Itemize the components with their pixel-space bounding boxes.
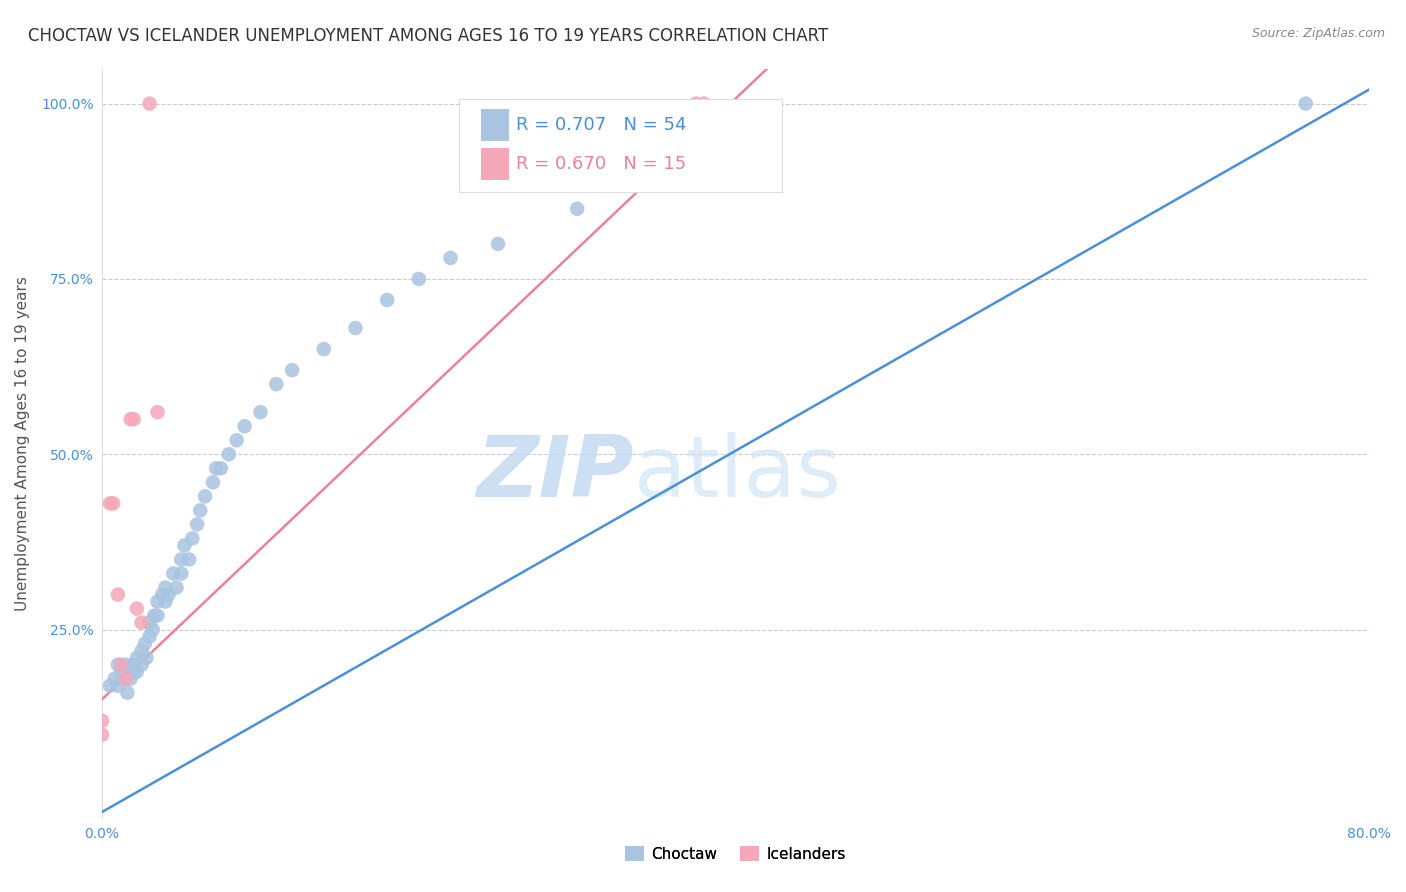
- Point: [122, 657, 145, 672]
- Point: [125, 665, 148, 679]
- Point: [685, 96, 707, 111]
- Point: [98, 496, 121, 510]
- Point: [114, 657, 136, 672]
- Point: [155, 581, 177, 595]
- Point: [567, 202, 589, 216]
- Point: [693, 96, 716, 111]
- Point: [205, 461, 228, 475]
- Point: [209, 461, 232, 475]
- Point: [225, 434, 247, 448]
- Point: [166, 581, 188, 595]
- Point: [157, 588, 180, 602]
- Bar: [481, 148, 509, 179]
- Point: [98, 679, 121, 693]
- Point: [249, 405, 271, 419]
- Point: [131, 657, 153, 672]
- Point: [110, 657, 132, 672]
- Point: [114, 672, 136, 686]
- Point: [146, 608, 169, 623]
- Point: [486, 236, 509, 251]
- Point: [194, 489, 217, 503]
- Point: [134, 637, 156, 651]
- Point: [143, 608, 166, 623]
- Point: [281, 363, 304, 377]
- Point: [104, 672, 127, 686]
- Point: [122, 412, 145, 426]
- Bar: [481, 109, 509, 141]
- Point: [107, 657, 129, 672]
- Point: [131, 643, 153, 657]
- Text: Source: ZipAtlas.com: Source: ZipAtlas.com: [1251, 27, 1385, 40]
- Y-axis label: Unemployment Among Ages 16 to 19 years: Unemployment Among Ages 16 to 19 years: [15, 277, 30, 611]
- Point: [312, 342, 335, 356]
- Point: [266, 377, 288, 392]
- Point: [1295, 96, 1317, 111]
- Point: [131, 615, 153, 630]
- Point: [146, 405, 169, 419]
- Legend: Choctaw, Icelanders: Choctaw, Icelanders: [619, 839, 852, 868]
- Point: [173, 538, 195, 552]
- Point: [201, 475, 224, 490]
- Text: R = 0.670   N = 15: R = 0.670 N = 15: [516, 155, 686, 173]
- Point: [181, 532, 204, 546]
- Point: [135, 650, 157, 665]
- Point: [120, 672, 142, 686]
- Point: [218, 447, 240, 461]
- Point: [146, 594, 169, 608]
- Point: [375, 293, 398, 307]
- Point: [170, 552, 193, 566]
- Text: CHOCTAW VS ICELANDER UNEMPLOYMENT AMONG AGES 16 TO 19 YEARS CORRELATION CHART: CHOCTAW VS ICELANDER UNEMPLOYMENT AMONG …: [28, 27, 828, 45]
- Point: [107, 588, 129, 602]
- Point: [101, 496, 124, 510]
- Point: [91, 728, 114, 742]
- Point: [110, 665, 132, 679]
- Point: [107, 679, 129, 693]
- Point: [138, 96, 160, 111]
- Point: [155, 594, 177, 608]
- Text: ZIP: ZIP: [477, 433, 634, 516]
- Point: [91, 714, 114, 728]
- FancyBboxPatch shape: [460, 98, 783, 193]
- Text: atlas: atlas: [634, 433, 842, 516]
- Point: [142, 623, 165, 637]
- Point: [114, 672, 136, 686]
- Point: [120, 412, 142, 426]
- Point: [125, 601, 148, 615]
- Point: [439, 251, 461, 265]
- Point: [125, 650, 148, 665]
- Point: [117, 686, 139, 700]
- Point: [138, 630, 160, 644]
- Point: [408, 272, 430, 286]
- Point: [188, 503, 211, 517]
- Point: [179, 552, 201, 566]
- Point: [186, 517, 208, 532]
- Text: R = 0.707   N = 54: R = 0.707 N = 54: [516, 116, 688, 134]
- Point: [138, 615, 160, 630]
- Point: [122, 665, 145, 679]
- Point: [344, 321, 367, 335]
- Point: [233, 419, 256, 434]
- Point: [170, 566, 193, 581]
- Point: [162, 566, 184, 581]
- Point: [150, 588, 173, 602]
